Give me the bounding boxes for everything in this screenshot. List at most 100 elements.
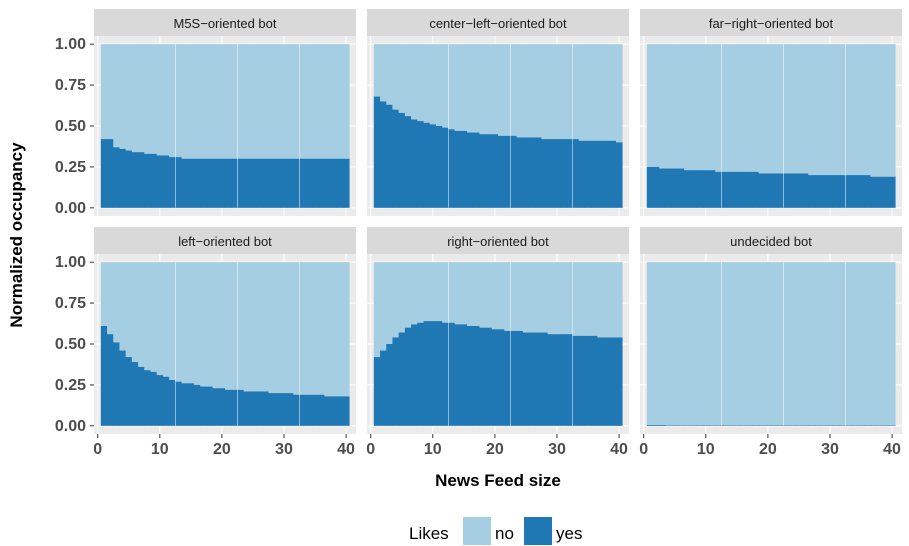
bar-no [516,44,524,138]
bar-yes [615,337,623,426]
bar-no [156,262,164,376]
bar-no [454,262,462,325]
y-tick-label: 1.00 [55,254,86,271]
bar-no [572,44,580,140]
bar-yes [249,158,257,208]
bar-no [119,44,127,149]
facet-panel: far−right−oriented bot [640,9,908,216]
bar-yes [131,362,139,426]
bar-no [342,262,350,397]
bar-no [702,262,710,426]
bar-yes [398,332,406,426]
bar-no [851,262,859,426]
bar-no [727,262,735,426]
facet-strip [94,9,356,36]
bar-no [795,262,803,426]
bar-no [578,262,586,336]
bar-no [876,262,884,426]
bar-no [851,44,859,176]
bar-no [547,44,555,140]
bar-yes [777,173,784,208]
bar-no [603,44,611,141]
bar-yes [516,137,524,208]
bar-no [262,262,269,392]
bar-no [820,44,828,176]
bar-yes [318,158,325,208]
bar-yes [156,155,164,208]
bar-yes [262,158,269,208]
bar-yes [479,327,486,426]
bar-no [566,44,573,140]
bar-yes [746,171,753,208]
bar-no [429,44,437,125]
bar-no [473,44,480,133]
bar-yes [597,140,604,208]
facet-strip [367,227,629,254]
bar-yes [417,322,424,426]
bar-no [144,262,151,371]
bar-no [541,44,549,140]
bar-no [293,262,300,395]
bar-yes [839,175,846,208]
bar-no [684,44,691,171]
bar-no [125,44,133,151]
bar-yes [293,394,300,426]
bar-yes [200,386,207,426]
bar-yes [249,391,257,426]
bar-yes [888,176,896,208]
bar-no [733,44,741,172]
bar-no [845,262,853,426]
bar-yes [435,321,443,426]
bar-yes [603,140,611,208]
x-tick-label: 30 [548,441,566,458]
bar-yes [529,332,536,426]
y-tick-label: 0.75 [55,295,86,312]
bar-yes [342,396,350,426]
bar-yes [504,330,511,426]
bar-no [243,44,251,159]
bar-no [591,44,598,141]
bar-yes [522,332,530,426]
bar-no [783,262,791,426]
bar-no [417,262,424,323]
bar-no [783,44,791,174]
bar-no [802,44,809,174]
facet-title: far−right−oriented bot [709,16,834,31]
legend-swatch-yes [524,517,552,545]
bar-no [560,44,567,140]
bar-yes [466,326,474,426]
bar-no [814,44,822,176]
bar-no [572,262,580,336]
bar-no [187,44,195,159]
bar-yes [311,158,319,208]
facet-panel: undecided bot [640,227,908,434]
bar-no [479,44,486,135]
bar-yes [125,357,133,426]
bar-yes [280,158,288,208]
bar-yes [181,158,189,208]
bar-no [510,262,518,331]
bar-yes [671,168,679,208]
bar-no [541,262,549,333]
bar-no [653,262,660,425]
legend-swatch-no [463,517,491,545]
bar-no [566,262,573,335]
bar-no [293,44,300,159]
bar-yes [206,158,213,208]
bar-yes [696,170,704,208]
bar-yes [305,394,313,426]
bar-yes [100,326,108,426]
bar-no [299,262,307,395]
bar-yes [442,127,449,208]
bar-yes [876,176,884,208]
bar-no [274,44,282,159]
bar-yes [789,173,797,208]
bar-no [746,44,753,172]
bar-no [125,262,133,358]
bar-yes [442,322,449,426]
bar-yes [752,171,759,208]
bar-yes [324,396,331,426]
bar-no [100,44,108,140]
bar-yes [535,137,542,208]
